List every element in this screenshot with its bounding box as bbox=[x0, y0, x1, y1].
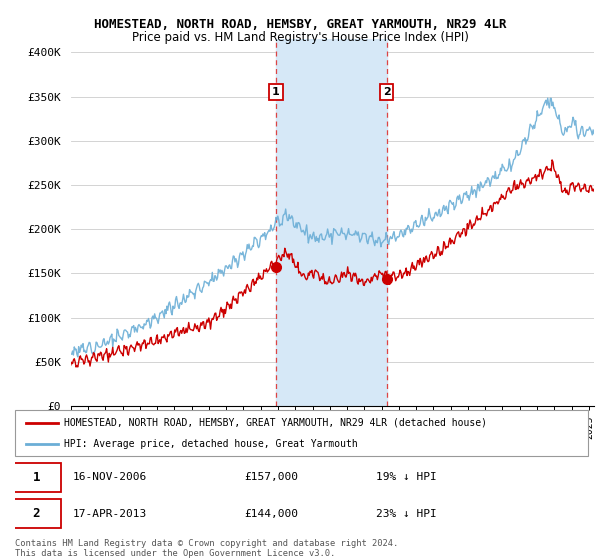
Text: Price paid vs. HM Land Registry's House Price Index (HPI): Price paid vs. HM Land Registry's House … bbox=[131, 31, 469, 44]
Text: Contains HM Land Registry data © Crown copyright and database right 2024.
This d: Contains HM Land Registry data © Crown c… bbox=[15, 539, 398, 558]
Text: HOMESTEAD, NORTH ROAD, HEMSBY, GREAT YARMOUTH, NR29 4LR (detached house): HOMESTEAD, NORTH ROAD, HEMSBY, GREAT YAR… bbox=[64, 418, 487, 428]
Text: 16-NOV-2006: 16-NOV-2006 bbox=[73, 472, 146, 482]
Text: HOMESTEAD, NORTH ROAD, HEMSBY, GREAT YARMOUTH, NR29 4LR: HOMESTEAD, NORTH ROAD, HEMSBY, GREAT YAR… bbox=[94, 18, 506, 31]
Text: 1: 1 bbox=[272, 87, 280, 97]
Text: £144,000: £144,000 bbox=[244, 508, 298, 519]
Text: HPI: Average price, detached house, Great Yarmouth: HPI: Average price, detached house, Grea… bbox=[64, 439, 358, 449]
Text: 17-APR-2013: 17-APR-2013 bbox=[73, 508, 146, 519]
Text: 23% ↓ HPI: 23% ↓ HPI bbox=[376, 508, 437, 519]
Text: £157,000: £157,000 bbox=[244, 472, 298, 482]
FancyBboxPatch shape bbox=[15, 410, 588, 456]
Text: 2: 2 bbox=[32, 507, 40, 520]
Text: 1: 1 bbox=[32, 471, 40, 484]
Text: 19% ↓ HPI: 19% ↓ HPI bbox=[376, 472, 437, 482]
FancyBboxPatch shape bbox=[12, 500, 61, 528]
FancyBboxPatch shape bbox=[12, 463, 61, 492]
Bar bbox=[276, 39, 386, 406]
Text: 2: 2 bbox=[383, 87, 391, 97]
